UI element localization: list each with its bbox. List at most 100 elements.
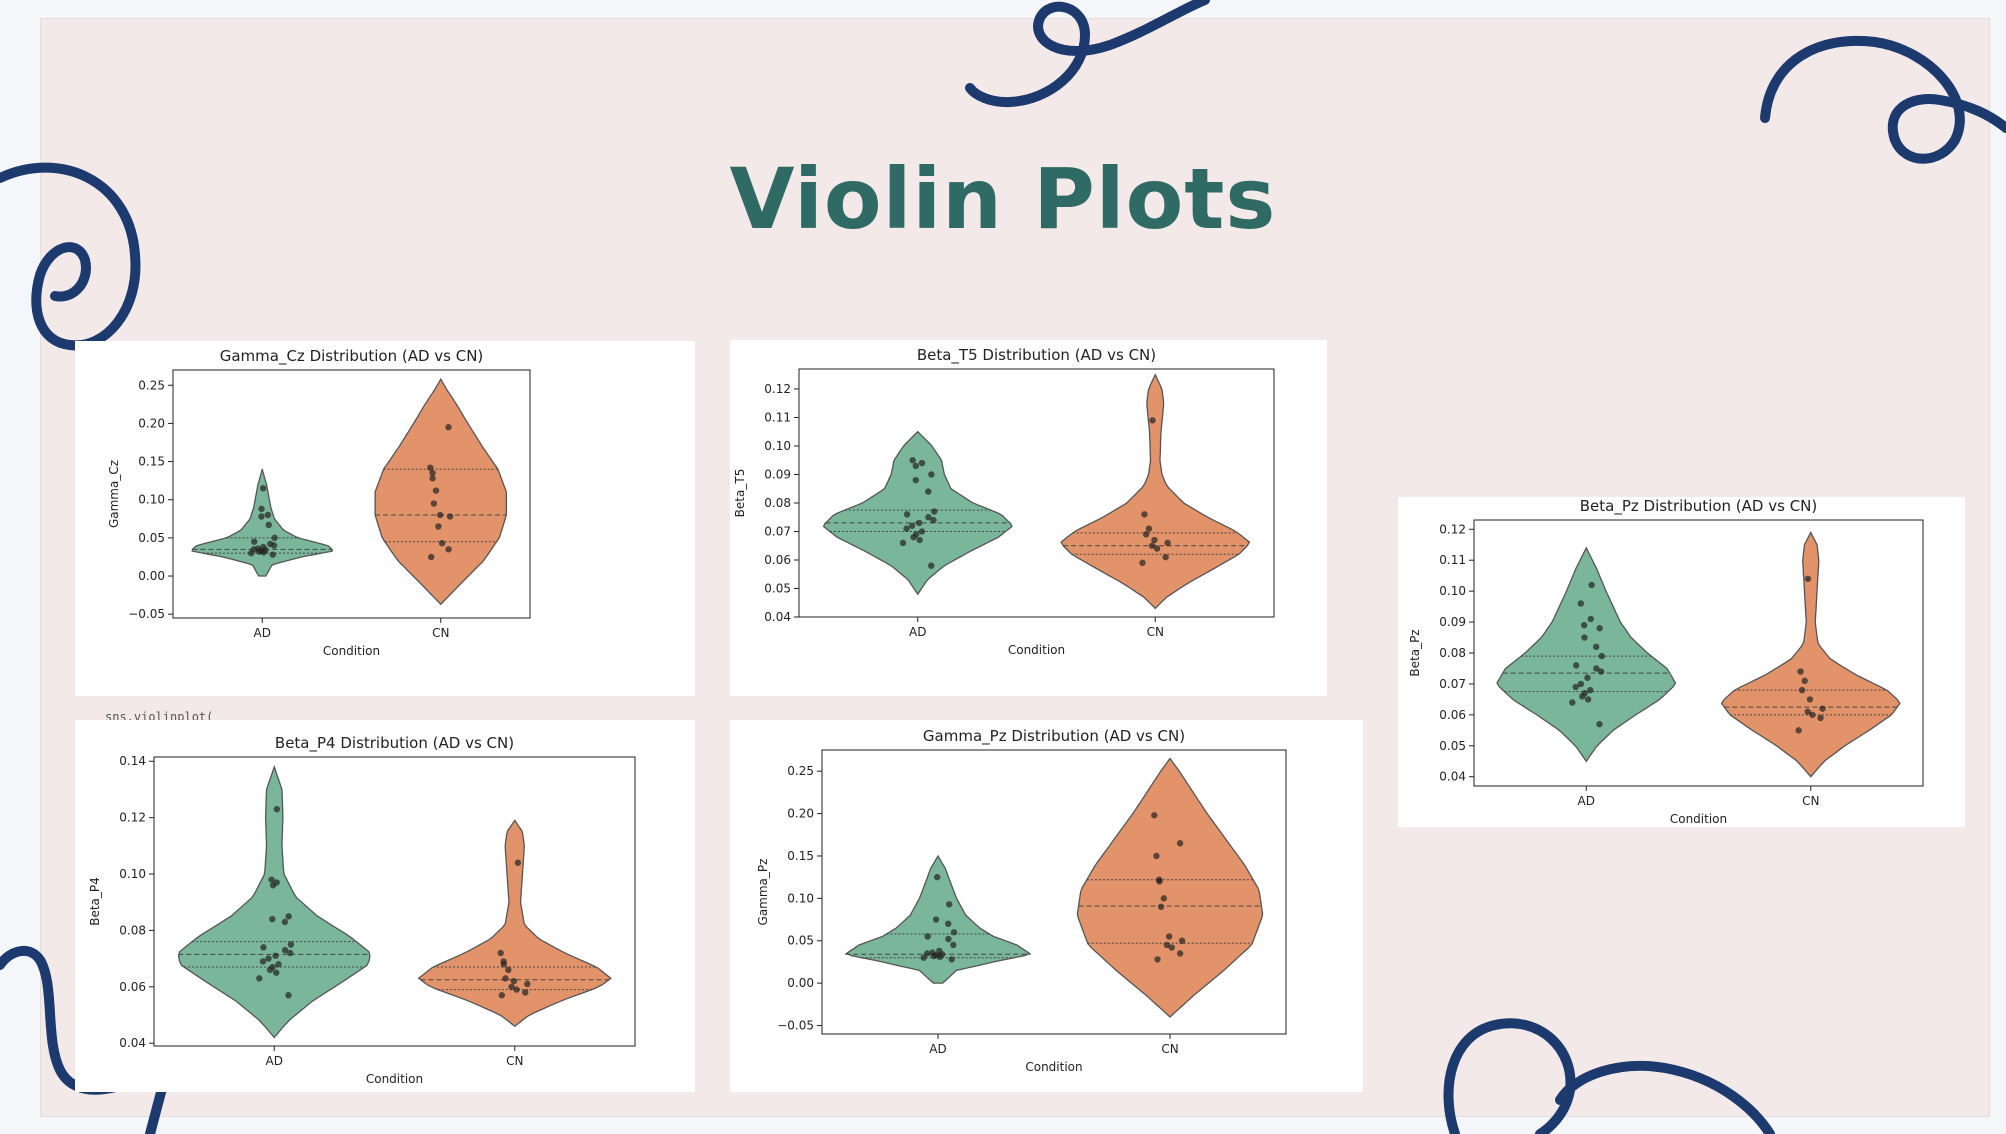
chart-title: Beta_T5 Distribution (AD vs CN): [917, 346, 1156, 365]
data-point: [1163, 941, 1171, 949]
data-point: [950, 941, 957, 949]
data-point: [1588, 581, 1595, 589]
y-tick-label: 0.14: [119, 754, 146, 768]
data-point: [913, 531, 920, 538]
data-point: [429, 475, 436, 482]
data-point: [502, 975, 509, 982]
data-point: [933, 873, 941, 881]
chart-title: Gamma_Pz Distribution (AD vs CN): [923, 727, 1185, 746]
x-tick-label: AD: [1578, 794, 1595, 808]
plot-frame: [153, 756, 636, 1047]
x-tick-label: CN: [432, 626, 449, 640]
data-point: [265, 955, 272, 962]
data-point: [265, 521, 272, 529]
violin-cn: [1076, 757, 1264, 1018]
y-tick-label: 0.05: [764, 581, 791, 595]
data-point: [925, 488, 932, 495]
data-point: [945, 901, 953, 908]
data-point: [271, 534, 278, 542]
data-point: [909, 457, 916, 464]
data-point: [945, 935, 952, 943]
data-point: [1598, 652, 1606, 660]
x-axis-label: Condition: [1008, 643, 1065, 657]
violin-cn: [417, 819, 612, 1028]
data-point: [903, 511, 911, 518]
violin-ad: [822, 430, 1013, 596]
data-point: [505, 966, 512, 974]
data-point: [1587, 615, 1594, 623]
data-point: [445, 424, 452, 431]
data-point: [268, 876, 275, 883]
data-point: [1149, 417, 1156, 424]
violin-ad: [177, 764, 371, 1039]
data-point: [438, 540, 446, 547]
y-axis-label: Beta_Pz: [1408, 629, 1422, 676]
data-point: [260, 543, 267, 551]
data-point: [1168, 944, 1175, 951]
chart-beta-p4: 0.04 0.06 0.08 0.10 0.12 0.14 AD CN Beta_P4 Dist…: [88, 734, 636, 1086]
data-point: [430, 500, 438, 507]
data-point: [912, 462, 919, 470]
data-point: [1178, 937, 1186, 944]
plot-frame: [172, 369, 531, 619]
chart-beta-t5: 0.04 0.05 0.06 0.07 0.08 0.09 0.10 0.11 0.12 AD CN…: [733, 346, 1275, 657]
y-tick-label: 0.08: [119, 923, 146, 937]
x-tick-label: CN: [1147, 625, 1164, 639]
y-axis-label: Beta_T5: [733, 469, 747, 518]
x-tick-label: AD: [266, 1054, 283, 1068]
x-tick-label: AD: [909, 625, 926, 639]
x-axis-label: Condition: [1670, 812, 1727, 826]
data-point: [1572, 683, 1579, 691]
y-tick-label: 0.15: [138, 455, 165, 469]
data-point: [925, 514, 932, 521]
y-tick-label: 0.06: [764, 553, 791, 567]
data-point: [498, 992, 506, 999]
data-point: [273, 969, 280, 976]
data-point: [510, 977, 518, 985]
violin-cn: [1060, 373, 1251, 610]
data-point: [1176, 840, 1184, 847]
data-point: [1569, 699, 1576, 706]
data-point: [251, 538, 258, 545]
data-point: [1809, 711, 1816, 719]
data-point: [269, 551, 276, 558]
data-point: [508, 983, 515, 990]
y-tick-label: 0.12: [764, 382, 791, 396]
y-tick-label: 0.00: [787, 976, 814, 990]
data-point: [903, 525, 910, 532]
data-point: [275, 961, 282, 968]
data-point: [435, 523, 442, 530]
y-tick-label: 0.10: [1439, 584, 1466, 598]
data-point: [1154, 956, 1161, 963]
data-point: [1584, 674, 1591, 681]
chart-beta-pz: 0.04 0.05 0.06 0.07 0.08 0.09 0.10 0.11 0.12 AD CN…: [1408, 497, 1924, 826]
data-point: [256, 975, 263, 982]
y-tick-label: 0.05: [787, 934, 814, 948]
data-point: [259, 485, 267, 492]
data-point: [1596, 720, 1603, 728]
y-tick-label: 0.10: [787, 891, 814, 905]
data-point: [1806, 696, 1814, 703]
data-point: [445, 546, 452, 553]
data-point: [928, 562, 935, 569]
x-tick-label: CN: [1161, 1042, 1178, 1056]
x-tick-label: AD: [254, 626, 271, 640]
data-point: [281, 946, 289, 954]
y-tick-label: 0.08: [1439, 646, 1466, 660]
data-point: [1819, 705, 1826, 712]
chart-panel-beta-pz: 0.04 0.05 0.06 0.07 0.08 0.09 0.10 0.11 0.12 AD CN…: [1398, 497, 1965, 827]
y-axis-label: Gamma_Pz: [756, 859, 770, 926]
data-point: [446, 513, 454, 520]
data-point: [1587, 686, 1594, 694]
chart-panel-beta-t5: 0.04 0.05 0.06 0.07 0.08 0.09 0.10 0.11 0.12 AD CN…: [730, 340, 1327, 696]
y-tick-label: 0.10: [138, 493, 165, 507]
data-point: [427, 464, 434, 471]
y-tick-label: −0.05: [128, 607, 165, 621]
x-axis-label: Condition: [1025, 1060, 1082, 1074]
y-tick-label: 0.05: [1439, 739, 1466, 753]
x-tick-label: CN: [506, 1054, 523, 1068]
data-point: [918, 459, 926, 467]
y-tick-label: 0.25: [138, 378, 165, 392]
data-point: [500, 958, 507, 965]
data-point: [1153, 852, 1160, 860]
